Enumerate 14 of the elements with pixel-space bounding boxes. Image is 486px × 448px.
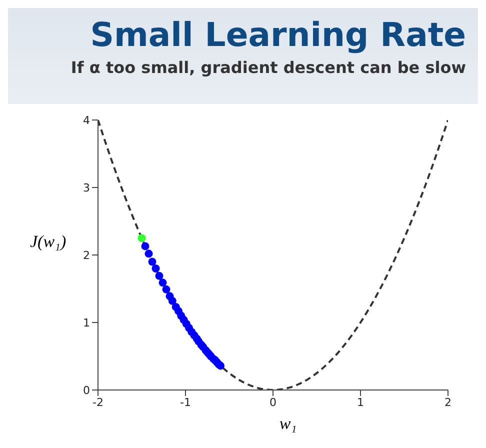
x-axis-title: w₁: [278, 414, 298, 434]
x-tick-label: 0: [270, 396, 276, 409]
y-tick-label: 4: [83, 114, 90, 127]
x-tick-label: -1: [180, 396, 191, 409]
y-axis-title: J(w₁): [30, 232, 66, 252]
y-tick-label: 1: [83, 316, 90, 330]
x-tick-label: 2: [444, 396, 452, 409]
y-tick-label: 3: [83, 181, 90, 194]
x-tick-label: 1: [357, 396, 364, 409]
chart-subtitle: If α too small, gradient descent can be slow: [70, 58, 466, 77]
y-tick-label: 2: [83, 248, 90, 262]
chart-title: Small Learning Rate: [89, 14, 466, 56]
x-tick-label: -2: [92, 396, 104, 409]
y-tick-label: 0: [83, 384, 90, 397]
